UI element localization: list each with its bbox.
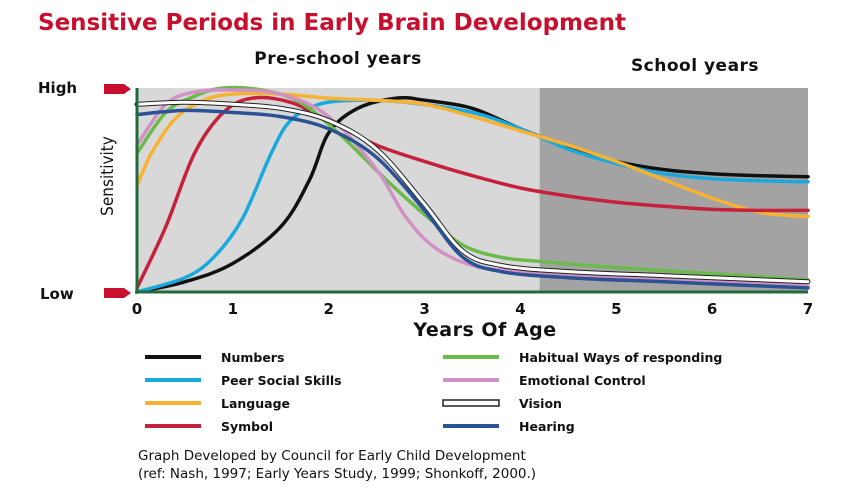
series-numbers — [135, 95, 810, 294]
legend-label-vision: Vision — [519, 396, 562, 411]
legend-label-peer-social-skills: Peer Social Skills — [221, 373, 342, 388]
line-vision — [135, 100, 810, 284]
x-tick-0: 0 — [132, 300, 142, 318]
series-vision — [134, 99, 811, 285]
y-axis-label: Sensitivity — [98, 136, 118, 216]
line-emotional-control — [135, 88, 810, 288]
x-tick-6: 6 — [707, 300, 717, 318]
legend-item-emotional-control: Emotional Control — [443, 373, 646, 388]
x-tick-1: 1 — [228, 300, 238, 318]
legend-swatch-vision — [442, 399, 500, 407]
x-tick-3: 3 — [419, 300, 429, 318]
line-symbol — [135, 95, 810, 290]
source-note-line-2: (ref: Nash, 1997; Early Years Study, 199… — [138, 466, 536, 482]
legend-label-language: Language — [221, 396, 290, 411]
legend-label-symbol: Symbol — [221, 419, 273, 434]
series-lines — [134, 85, 811, 294]
region-label-pre-school-years: Pre-school years — [254, 49, 421, 69]
x-tick-5: 5 — [611, 300, 621, 318]
x-tick-labels: 0 1 2 3 4 5 6 7 — [132, 300, 813, 318]
legend-item-vision: Vision — [442, 396, 562, 411]
legend-item-language: Language — [145, 396, 290, 411]
source-note-line-1: Graph Developed by Council for Early Chi… — [138, 448, 526, 464]
x-tick-2: 2 — [323, 300, 333, 318]
x-tick-4: 4 — [515, 300, 525, 318]
legend-item-peer-social-skills: Peer Social Skills — [145, 373, 342, 388]
y-level-low: Low — [40, 285, 74, 303]
y-level-high: High — [38, 79, 77, 97]
line-numbers — [135, 95, 810, 294]
x-tick-7: 7 — [803, 300, 813, 318]
legend-item-hearing: Hearing — [443, 419, 575, 434]
region-labels: Pre-school years School years — [254, 49, 759, 76]
high-arrow-icon — [104, 84, 131, 94]
series-symbol — [135, 95, 810, 290]
legend-label-hearing: Hearing — [519, 419, 575, 434]
legend-item-habitual-ways-of-responding: Habitual Ways of responding — [443, 350, 722, 365]
legend-label-emotional-control: Emotional Control — [519, 373, 646, 388]
legend-label-habitual-ways-of-responding: Habitual Ways of responding — [519, 350, 722, 365]
legend: Numbers Peer Social Skills Language Symbol H… — [145, 350, 722, 434]
legend-item-symbol: Symbol — [145, 419, 273, 434]
region-school-years — [539, 88, 808, 292]
low-arrow-icon — [104, 288, 131, 298]
line-hearing — [135, 108, 810, 290]
region-label-school-years: School years — [631, 56, 759, 76]
series-emotional-control — [135, 88, 810, 288]
series-hearing — [135, 108, 810, 290]
legend-label-numbers: Numbers — [221, 350, 284, 365]
x-axis-label: Years Of Age — [412, 319, 556, 341]
legend-item-numbers: Numbers — [145, 350, 284, 365]
chart-title: Sensitive Periods in Early Brain Develop… — [38, 10, 626, 36]
